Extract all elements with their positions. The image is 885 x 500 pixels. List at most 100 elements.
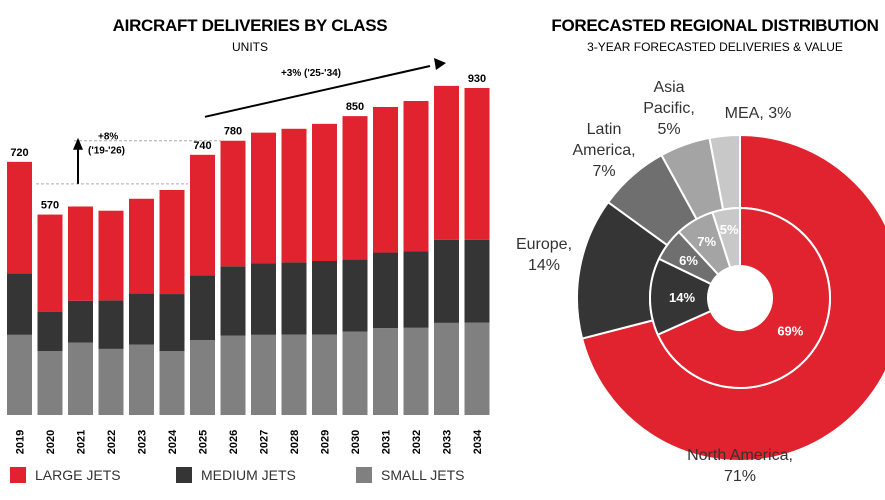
bar-small-jets-2029 xyxy=(312,334,337,415)
bar-small-jets-2028 xyxy=(281,334,307,415)
outer-label-asia-pacific: 5% xyxy=(657,121,680,138)
deliveries-bar-chart: 2019 2020 2021 2022 2023 2024 2025 2026 2027 2028… xyxy=(7,58,490,454)
bar-medium-jets-2026 xyxy=(220,266,246,336)
inner-slice-north-america xyxy=(656,206,831,389)
growth-long-arrow-head xyxy=(434,58,446,70)
bar-large-jets-2034 xyxy=(464,88,490,240)
bar-small-jets-2034 xyxy=(464,322,490,415)
x-tick-label: 2024 xyxy=(167,429,179,454)
bar-medium-jets-2029 xyxy=(312,260,337,335)
x-tick-label: 2019 xyxy=(15,430,27,454)
bar-large-jets-2028 xyxy=(281,128,307,263)
bar-medium-jets-2027 xyxy=(251,263,276,335)
bar-large-jets-2024 xyxy=(159,189,185,295)
growth-long-label: +3% ('25-'34) xyxy=(281,68,341,79)
outer-slice-asia-pacific xyxy=(660,136,725,221)
x-tick-label: 2029 xyxy=(320,430,332,454)
bar-large-jets-2022 xyxy=(98,210,124,301)
bar-medium-jets-2032 xyxy=(403,251,429,328)
outer-label-asia-pacific: Pacific, xyxy=(643,100,695,117)
bar-large-jets-2031 xyxy=(373,106,398,253)
bar-small-jets-2022 xyxy=(98,348,124,415)
legend-item-small-jets: SMALL JETS xyxy=(356,467,465,483)
bar-medium-jets-2019 xyxy=(7,273,32,335)
outer-label-latin-america: America, xyxy=(572,142,635,159)
outer-slice-latin-america xyxy=(606,153,698,247)
deliveries-chart-title: AIRCRAFT DELIVERIES BY CLASS xyxy=(112,16,388,35)
bar-large-jets-2029 xyxy=(312,123,337,261)
bar-large-jets-2020 xyxy=(37,214,63,312)
bar-medium-jets-2024 xyxy=(159,294,185,352)
legend-label-medium: MEDIUM JETS xyxy=(201,467,296,483)
inner-value-label: 14% xyxy=(669,290,695,305)
inner-slice-mea xyxy=(711,206,741,269)
bar-large-jets-2033 xyxy=(434,85,459,240)
bar-total-label: 570 xyxy=(41,200,59,212)
bar-total-label: 740 xyxy=(193,140,211,152)
bar-small-jets-2033 xyxy=(434,322,459,415)
legend-label-small: SMALL JETS xyxy=(381,467,465,483)
bar-small-jets-2024 xyxy=(159,351,185,415)
outer-slice-north-america xyxy=(580,133,885,462)
inner-slice-europe xyxy=(649,257,713,337)
x-tick-label: 2032 xyxy=(411,430,423,454)
outer-slice-mea xyxy=(708,133,741,211)
bar-total-label: 850 xyxy=(346,101,364,113)
x-tick-label: 2034 xyxy=(472,429,484,454)
bar-medium-jets-2022 xyxy=(98,300,124,349)
inner-slice-latin-america xyxy=(657,230,720,286)
bar-medium-jets-2031 xyxy=(373,252,398,329)
legend-swatch-medium xyxy=(176,467,192,483)
legend-item-medium-jets: MEDIUM JETS xyxy=(176,467,296,483)
x-tick-label: 2025 xyxy=(198,430,210,454)
distribution-chart-title: FORECASTED REGIONAL DISTRIBUTION xyxy=(551,16,879,35)
bar-medium-jets-2033 xyxy=(434,239,459,323)
bar-small-jets-2023 xyxy=(129,344,154,415)
x-tick-label: 2030 xyxy=(350,430,362,454)
bar-small-jets-2020 xyxy=(37,351,63,415)
bar-medium-jets-2030 xyxy=(342,259,368,332)
outer-label-mea: MEA, 3% xyxy=(725,105,792,122)
x-tick-label: 2028 xyxy=(289,430,301,454)
x-tick-label: 2020 xyxy=(45,430,57,454)
bar-total-label: 720 xyxy=(10,147,28,159)
bar-medium-jets-2028 xyxy=(281,262,307,335)
bar-medium-jets-2034 xyxy=(464,239,490,323)
bar-medium-jets-2023 xyxy=(129,293,154,345)
bar-large-jets-2025 xyxy=(190,154,215,276)
distribution-chart-subtitle: 3-YEAR FORECASTED DELIVERIES & VALUE xyxy=(587,40,843,54)
bar-total-label: 930 xyxy=(468,73,486,85)
legend-item-large-jets: LARGE JETS xyxy=(10,467,121,483)
outer-label-north-america: North America, xyxy=(687,447,793,464)
bar-small-jets-2030 xyxy=(342,331,368,415)
x-tick-label: 2031 xyxy=(381,430,393,454)
growth-long-arrow-shaft xyxy=(204,65,431,118)
bar-large-jets-2021 xyxy=(68,206,93,301)
bar-large-jets-2032 xyxy=(403,101,429,252)
bar-medium-jets-2021 xyxy=(68,300,93,343)
growth-short-arrow-head xyxy=(73,137,83,150)
bar-small-jets-2031 xyxy=(373,328,398,415)
legend-swatch-large xyxy=(10,467,26,483)
outer-label-europe: Europe, xyxy=(516,236,572,253)
outer-label-latin-america: 7% xyxy=(592,163,615,180)
x-tick-label: 2033 xyxy=(442,430,454,454)
outer-label-north-america: 71% xyxy=(724,468,756,485)
bar-small-jets-2021 xyxy=(68,342,93,415)
inner-value-label: 5% xyxy=(720,222,739,237)
legend-label-large: LARGE JETS xyxy=(35,467,121,483)
bar-medium-jets-2025 xyxy=(190,275,215,341)
outer-label-latin-america: Latin xyxy=(587,121,622,138)
inner-value-label: 69% xyxy=(777,324,803,339)
outer-label-europe: 14% xyxy=(528,257,560,274)
bar-small-jets-2032 xyxy=(403,327,429,415)
inner-slice-asia-pacific xyxy=(677,211,732,276)
legend-swatch-small xyxy=(356,467,372,483)
deliveries-chart-subtitle: UNITS xyxy=(232,40,268,54)
outer-slice-europe xyxy=(576,200,669,340)
inner-value-label: 7% xyxy=(697,234,716,249)
bar-small-jets-2026 xyxy=(220,335,246,415)
bar-large-jets-2027 xyxy=(251,132,276,264)
growth-short-value: +8% xyxy=(98,132,118,143)
bar-small-jets-2027 xyxy=(251,334,276,415)
